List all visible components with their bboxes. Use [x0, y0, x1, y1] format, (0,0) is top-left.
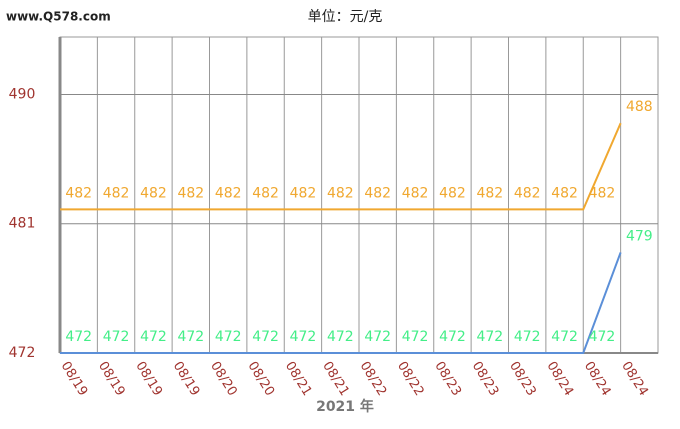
data-label: 482 — [177, 185, 204, 201]
data-label: 472 — [589, 329, 616, 345]
x-tick-label: 08/24 — [618, 359, 651, 399]
data-label: 482 — [327, 185, 354, 201]
x-tick-label: 08/24 — [581, 359, 614, 399]
data-label: 482 — [439, 185, 466, 201]
data-label: 472 — [177, 329, 204, 345]
x-tick-label: 08/23 — [469, 359, 502, 399]
data-label: 482 — [476, 185, 503, 201]
data-label: 488 — [626, 99, 653, 115]
data-label: 472 — [514, 329, 541, 345]
data-label: 482 — [290, 185, 317, 201]
y-tick-label: 490 — [9, 86, 36, 102]
data-label: 482 — [514, 185, 541, 201]
x-tick-label: 08/19 — [58, 359, 91, 399]
data-label: 482 — [364, 185, 391, 201]
watermark: www.Q578.com — [6, 10, 111, 24]
data-label: 472 — [215, 329, 242, 345]
data-label: 472 — [364, 329, 391, 345]
y-tick-label: 481 — [9, 216, 36, 232]
data-label: 472 — [439, 329, 466, 345]
x-tick-label: 08/24 — [544, 359, 577, 399]
data-label: 482 — [252, 185, 279, 201]
y-tick-label: 472 — [9, 345, 36, 361]
chart-title: 单位：元/克 — [308, 9, 383, 25]
x-tick-label: 08/22 — [357, 359, 390, 399]
data-label: 482 — [551, 185, 578, 201]
data-label: 482 — [103, 185, 130, 201]
line — [60, 122, 622, 211]
x-tick-label: 08/22 — [394, 359, 427, 399]
data-label: 482 — [402, 185, 429, 201]
x-tick-label: 08/19 — [132, 359, 165, 399]
data-label: 472 — [476, 329, 503, 345]
data-label: 482 — [589, 185, 616, 201]
x-axis-label: 2021 年 — [316, 398, 374, 415]
line — [60, 252, 622, 354]
data-label: 482 — [140, 185, 167, 201]
x-tick-label: 08/23 — [431, 359, 464, 399]
x-tick-label: 08/23 — [506, 359, 539, 399]
x-tick-label: 08/19 — [170, 359, 203, 399]
x-tick-label: 08/19 — [95, 359, 128, 399]
data-label: 472 — [140, 329, 167, 345]
data-label: 472 — [252, 329, 279, 345]
data-label: 472 — [327, 329, 354, 345]
x-tick-label: 08/20 — [207, 359, 240, 399]
data-label: 472 — [103, 329, 130, 345]
x-tick-label: 08/21 — [319, 359, 352, 399]
data-label: 472 — [551, 329, 578, 345]
x-tick-label: 08/20 — [245, 359, 278, 399]
data-label: 472 — [65, 329, 92, 345]
data-label: 482 — [65, 185, 92, 201]
data-label: 479 — [626, 228, 653, 244]
data-label: 472 — [290, 329, 317, 345]
data-label: 472 — [402, 329, 429, 345]
data-label: 482 — [215, 185, 242, 201]
x-tick-label: 08/21 — [282, 359, 315, 399]
